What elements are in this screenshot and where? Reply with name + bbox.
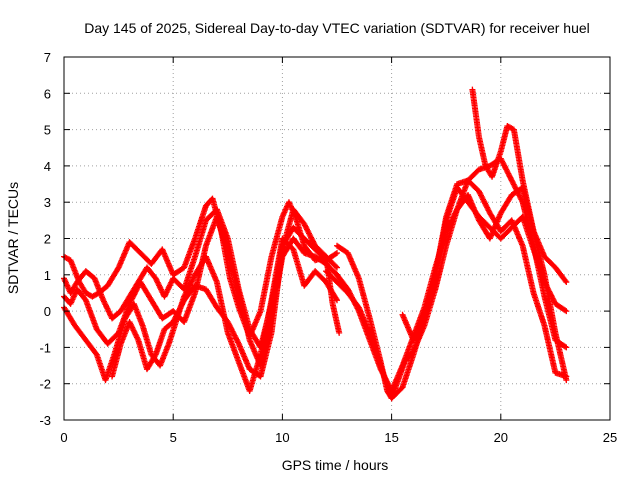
data-layer bbox=[61, 86, 570, 402]
series-track-9 bbox=[399, 177, 570, 380]
x-tick-label-3: 15 bbox=[384, 430, 398, 445]
data-point bbox=[563, 373, 570, 380]
series-track-4 bbox=[61, 235, 340, 394]
data-point bbox=[563, 308, 570, 315]
x-tick-label-2: 10 bbox=[275, 430, 289, 445]
y-tick-label-1: -2 bbox=[39, 377, 51, 392]
y-tick-label-2: -1 bbox=[39, 340, 51, 355]
series-track-5 bbox=[109, 206, 343, 380]
data-point bbox=[336, 329, 343, 336]
x-axis-label: GPS time / hours bbox=[282, 457, 389, 473]
x-tick-label-0: 0 bbox=[60, 430, 67, 445]
data-point bbox=[563, 344, 570, 351]
data-point bbox=[151, 352, 158, 359]
y-tick-label-8: 5 bbox=[44, 123, 51, 138]
y-tick-label-5: 2 bbox=[44, 232, 51, 247]
x-tick-label-1: 5 bbox=[170, 430, 177, 445]
data-point bbox=[334, 264, 340, 271]
y-tick-label-0: -3 bbox=[39, 413, 51, 428]
chart-title: Day 145 of 2025, Sidereal Day-to-day VTE… bbox=[84, 20, 590, 36]
data-point bbox=[562, 307, 569, 314]
y-tick-label-7: 4 bbox=[44, 159, 51, 174]
y-tick-label-6: 3 bbox=[44, 195, 51, 210]
y-tick-label-4: 1 bbox=[44, 268, 51, 283]
y-tick-label-3: 0 bbox=[44, 304, 51, 319]
axes-layer: 0 5 10 15 20 25 -3 -2 -1 0 1 2 3 4 5 6 7 bbox=[39, 50, 617, 445]
series-track-10 bbox=[469, 86, 570, 286]
x-tick-label-4: 20 bbox=[494, 430, 508, 445]
data-point bbox=[562, 343, 569, 350]
y-tick-label-9: 6 bbox=[44, 86, 51, 101]
data-point bbox=[334, 250, 340, 257]
data-point bbox=[332, 250, 339, 257]
y-axis-label: SDTVAR / TECUs bbox=[5, 182, 21, 294]
data-point bbox=[321, 252, 328, 259]
data-point bbox=[562, 277, 569, 284]
y-tick-label-10: 7 bbox=[44, 50, 51, 65]
data-point bbox=[563, 279, 570, 286]
data-point bbox=[332, 263, 339, 270]
x-tick-label-5: 25 bbox=[603, 430, 617, 445]
